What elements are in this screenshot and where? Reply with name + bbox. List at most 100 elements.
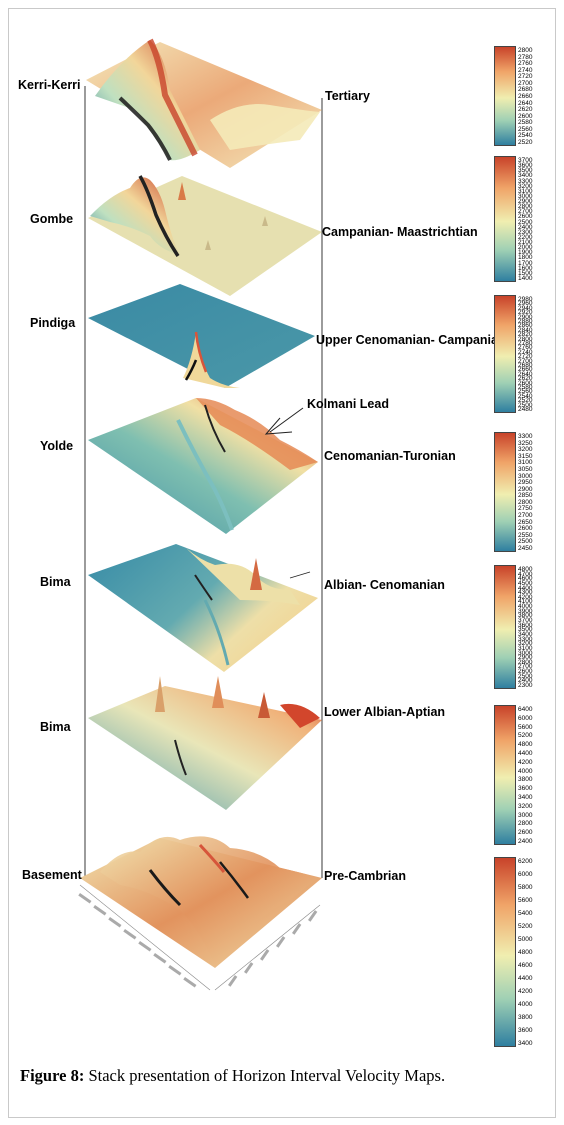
colour-bar-4-tick: 3150 xyxy=(518,452,533,460)
colour-bar-2-tick: 1400 xyxy=(518,275,533,282)
colour-bar-1-tick: 2780 xyxy=(518,53,533,61)
colour-bar-5-tick: 3400 xyxy=(518,630,533,638)
annotation-kolmani-lead: Kolmani Lead xyxy=(307,397,389,411)
colour-bar-2-tick: 2500 xyxy=(518,218,533,226)
colour-bar-5-tick: 2400 xyxy=(518,677,533,685)
colour-bar-3-tick: 2700 xyxy=(518,357,533,365)
caption-label: Figure 8: xyxy=(20,1066,85,1085)
colour-bar-2-tick: 1900 xyxy=(518,249,533,257)
colour-bar-1-tick: 2600 xyxy=(518,112,533,120)
surface-bima-lower-albian-aptian xyxy=(88,676,322,810)
colour-bar-2-tick: 2400 xyxy=(518,223,533,231)
colour-bar-2-tick: 3200 xyxy=(518,182,533,190)
colour-bar-5-tick: 3900 xyxy=(518,607,533,615)
colour-bar-1-tick: 2740 xyxy=(518,66,533,74)
colour-bar-3 xyxy=(494,295,516,413)
colour-bar-3-tick: 2740 xyxy=(518,348,533,356)
colour-bar-7-tick: 4400 xyxy=(518,975,533,982)
colour-bar-1-tick: 2520 xyxy=(518,139,533,146)
colour-bar-1-tick: 2680 xyxy=(518,86,533,94)
colour-bar-4-tick: 2550 xyxy=(518,531,533,539)
colour-bar-4-tick: 3000 xyxy=(518,472,533,480)
colour-bar-3-tick: 2480 xyxy=(518,406,533,413)
colour-bar-3-tick: 2820 xyxy=(518,331,533,339)
colour-bar-3-tick: 2620 xyxy=(518,375,533,383)
colour-bar-4-tick: 3300 xyxy=(518,433,533,440)
colour-bar-2-tick: 1500 xyxy=(518,269,533,277)
formation-label-bima-2: Bima xyxy=(40,720,71,734)
colour-bar-4-tick: 3200 xyxy=(518,446,533,454)
colour-bar-3-tick: 2580 xyxy=(518,384,533,391)
colour-bar-5-tick: 2600 xyxy=(518,668,533,676)
colour-bar-5-tick: 4400 xyxy=(518,584,533,592)
colour-bar-3-tick: 2840 xyxy=(518,326,533,334)
caption-text: Stack presentation of Horizon Interval V… xyxy=(84,1066,446,1085)
colour-bar-6 xyxy=(494,705,516,845)
colour-bar-3-tick: 2880 xyxy=(518,318,533,325)
colour-bar-1-tick: 2660 xyxy=(518,93,533,100)
figure-frame xyxy=(8,8,556,1118)
colour-bar-6-tick: 4200 xyxy=(518,758,533,766)
formation-label-pindiga: Pindiga xyxy=(30,316,76,330)
formation-label-yolde: Yolde xyxy=(40,439,74,453)
colour-bar-2-tick: 3300 xyxy=(518,177,533,185)
surface-pindiga xyxy=(88,284,315,388)
surface-kerri-kerri xyxy=(86,38,322,168)
age-label-campanian-maastrichtian: Campanian- Maastrichtian xyxy=(322,225,478,239)
colour-bar-3-tick: 2980 xyxy=(518,296,533,303)
colour-bar-4-tick: 2700 xyxy=(518,512,533,520)
colour-bar-1-tick: 2640 xyxy=(518,99,533,107)
surface-basement xyxy=(80,836,322,968)
colour-bar-3-tick: 2640 xyxy=(518,370,533,378)
colour-bar-4-tick: 3100 xyxy=(518,459,533,467)
colour-bar-3-tick: 2520 xyxy=(518,397,533,405)
colour-bar-6-tick: 5600 xyxy=(518,723,533,731)
colour-bar-7-tick: 5200 xyxy=(518,923,533,930)
colour-bar-2-tick: 2600 xyxy=(518,213,533,221)
bima-arrow xyxy=(289,571,311,579)
colour-bar-2-tick: 2900 xyxy=(518,198,533,206)
colour-bar-7-tick: 4800 xyxy=(518,949,533,956)
colour-bar-2-tick: 2200 xyxy=(518,233,533,241)
colour-bar-1-tick: 2560 xyxy=(518,125,533,133)
colour-bar-2-tick: 1600 xyxy=(518,264,533,272)
kolmani-lead-arrow xyxy=(264,407,304,435)
colour-bar-5-tick: 4800 xyxy=(518,566,533,573)
colour-bar-1-tick: 2700 xyxy=(518,79,533,87)
colour-bar-7-tick: 6000 xyxy=(518,871,533,878)
surface-bima-albian-cenomanian xyxy=(88,544,318,672)
colour-bar-6-tick: 2400 xyxy=(518,838,533,845)
formation-label-gombe: Gombe xyxy=(30,212,74,226)
colour-bar-3-tick: 2800 xyxy=(518,335,533,343)
colour-bar-5-tick: 4300 xyxy=(518,589,533,597)
colour-bar-2-tick: 3700 xyxy=(518,157,533,164)
colour-bar-6-tick: 2800 xyxy=(518,820,533,828)
colour-bar-3-tick: 2500 xyxy=(518,401,533,409)
colour-bar-4-tick: 3250 xyxy=(518,439,533,447)
colour-bar-6-tick: 3200 xyxy=(518,802,533,810)
age-label-cenomanian-turonian: Cenomanian-Turonian xyxy=(324,449,456,463)
colour-bar-3-tick: 2860 xyxy=(518,322,533,330)
colour-bar-6-tick: 3400 xyxy=(518,794,533,801)
colour-bar-7-tick: 5800 xyxy=(518,884,533,891)
age-label-tertiary: Tertiary xyxy=(325,89,370,103)
colour-bar-7-tick: 3800 xyxy=(518,1014,533,1021)
colour-bar-4-tick: 3050 xyxy=(518,465,533,473)
colour-bar-5-tick: 4600 xyxy=(518,575,533,583)
formation-label-bima-1: Bima xyxy=(40,575,71,589)
colour-bar-3-tick: 2960 xyxy=(518,300,533,308)
colour-bar-4 xyxy=(494,432,516,552)
colour-bar-6-tick: 4000 xyxy=(518,767,533,775)
colour-bar-2-tick: 2300 xyxy=(518,228,533,236)
colour-bar-2-tick: 2800 xyxy=(518,203,533,211)
colour-bar-2-tick: 2700 xyxy=(518,208,533,216)
colour-bar-4-tick: 2750 xyxy=(518,505,533,513)
colour-bar-4-tick: 2650 xyxy=(518,518,533,526)
colour-bar-4-tick: 2900 xyxy=(518,485,533,493)
formation-label-kerri-kerri: Kerri-Kerri xyxy=(18,78,81,92)
colour-bar-5-tick: 2900 xyxy=(518,654,533,662)
colour-bar-6-tick: 6000 xyxy=(518,714,533,722)
colour-bar-3-tick: 2920 xyxy=(518,309,533,317)
colour-bar-1 xyxy=(494,46,516,146)
